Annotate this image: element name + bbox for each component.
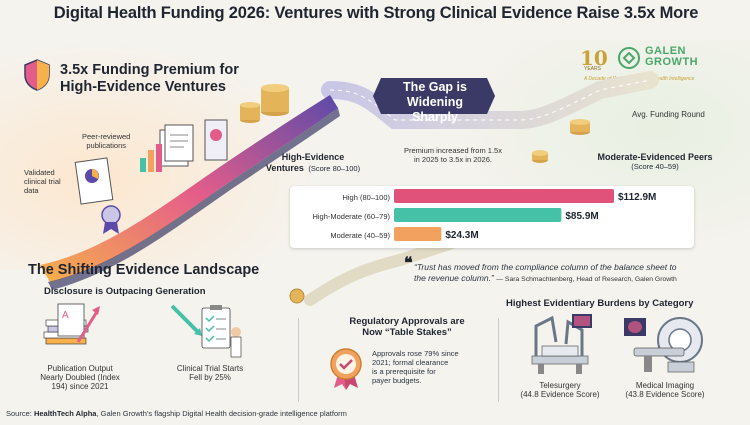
bar-mark	[394, 208, 562, 222]
coin-stack-icon	[240, 84, 289, 123]
approval-badge-icon	[330, 348, 362, 390]
funding-bar-chart-svg: High (80–100) $112.9M High-Moderate (60–79…	[312, 189, 656, 241]
shield-icon	[24, 59, 50, 91]
galen-growth-logo-icon	[618, 47, 640, 69]
high-evidence-label: High-Evidence Ventures (Score 80–100)	[265, 152, 361, 173]
burden-title: Highest Evidentiary Burdens by Category	[506, 298, 694, 309]
bar-category-label: High (80–100)	[342, 193, 390, 202]
research-quote: ❝ “Trust has moved from the compliance c…	[404, 255, 677, 283]
bar-category-label: High-Moderate (60–79)	[312, 212, 390, 221]
publications-stack-icon: A	[43, 303, 100, 345]
logo-wordmark: GALEN GROWTH	[645, 45, 699, 68]
moderate-peers-label: Moderate-Evidenced Peers (Score 40–59)	[597, 152, 713, 171]
regulatory-title: Regulatory Approvals are Now “Table Stak…	[349, 316, 465, 338]
bar-value-label: $112.9M	[618, 192, 656, 203]
peer-reviewed-label: Peer-reviewed publications	[82, 132, 131, 150]
logo-anniversary-years: YEARS	[584, 66, 601, 72]
avg-funding-round-label: Avg. Funding Round	[632, 110, 705, 119]
landscape-title: The Shifting Evidence Landscape	[28, 262, 260, 278]
clinical-trial-clipboard-icon	[170, 304, 242, 358]
publication-output-stat: Publication Output Nearly Doubled (Index…	[40, 364, 120, 391]
funding-bar-chart: High (80–100) $112.9M High-Moderate (60–79…	[290, 186, 694, 248]
source-footer: Source: HealthTech Alpha, Galen Growth’s…	[6, 409, 347, 418]
coin-stack-small-icon	[532, 119, 590, 163]
publications-documents-icon	[159, 119, 228, 167]
premium-increase-note: Premium increased from 1.5x in 2025 to 3…	[404, 146, 502, 164]
quote-mark-icon: ❝	[404, 255, 413, 272]
logo-anniversary-number: 10	[580, 46, 608, 70]
bar-value-label: $85.9M	[565, 211, 598, 222]
clinical-trial-starts-stat: Clinical Trial Starts Fell by 25%	[176, 364, 244, 382]
evidence-road-illustration	[40, 71, 659, 306]
bar-mark	[394, 227, 442, 241]
premium-heading: 3.5x Funding Premium for High-Evidence V…	[60, 62, 239, 95]
telesurgery-robot-icon	[531, 314, 592, 374]
clinical-trial-document-icon	[74, 157, 114, 205]
landscape-subtitle: Disclosure is Outpacing Generation	[44, 286, 206, 297]
svg-text:A: A	[62, 310, 69, 321]
award-ribbon-icon	[101, 205, 121, 234]
bar-category-label: Moderate (40–59)	[330, 231, 390, 240]
medical-imaging-scanner-icon	[624, 317, 703, 373]
gap-banner-text: The Gap is Widening Sharply	[403, 80, 467, 124]
bar-value-label: $24.3M	[445, 230, 478, 241]
regulatory-body: Approvals rose 79% since 2021; formal cl…	[372, 349, 459, 385]
section-divider	[298, 318, 299, 402]
burden-item: Telesurgery (44.8 Evidence Score)	[520, 381, 600, 399]
burden-item: Medical Imaging (43.8 Evidence Score)	[625, 381, 705, 399]
validated-trial-label: Validated clinical trial data	[24, 168, 61, 195]
section-divider	[498, 318, 499, 402]
bar-mark	[394, 189, 614, 203]
bar-chart-mini-icon	[140, 144, 162, 172]
gap-banner	[373, 78, 495, 114]
page-title: Digital Health Funding 2026: Ventures wi…	[53, 4, 699, 22]
